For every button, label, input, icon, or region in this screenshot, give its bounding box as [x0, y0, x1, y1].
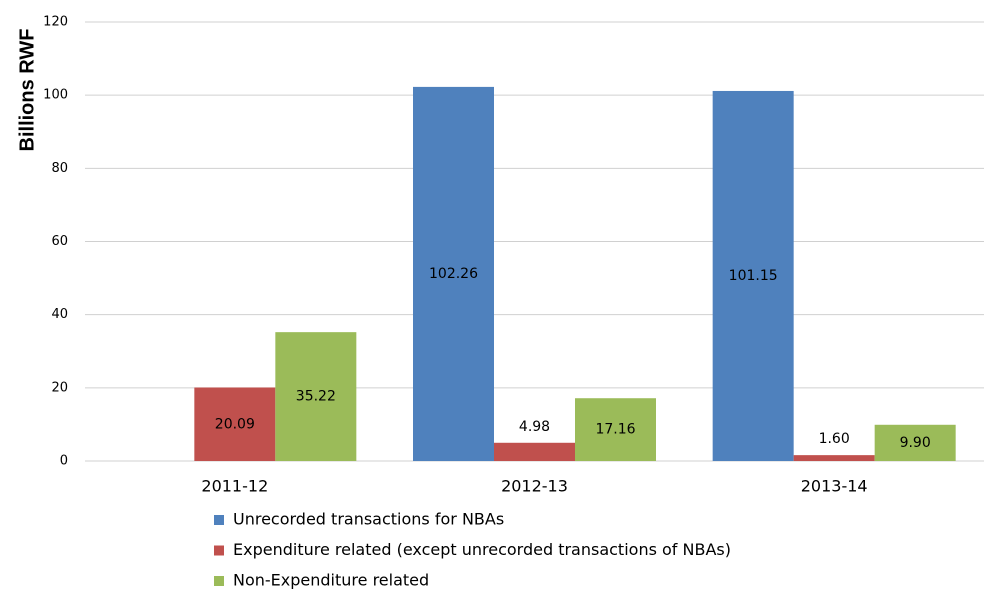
data-label: 9.90: [900, 435, 931, 451]
bar: [575, 398, 656, 461]
data-label: 101.15: [729, 268, 778, 284]
data-label: 4.98: [519, 419, 550, 435]
bar: [194, 387, 276, 461]
bar: [413, 86, 494, 461]
legend-swatch: [214, 545, 224, 556]
legend-label: Non-Expenditure related: [233, 571, 429, 589]
y-axis-label: Billions RWF: [16, 29, 38, 152]
legend-swatch: [214, 515, 224, 525]
bar: [494, 442, 575, 461]
y-tick-label: 100: [43, 88, 68, 103]
data-label: 35.22: [296, 389, 336, 405]
y-tick-label: 80: [51, 161, 68, 176]
y-tick-label: 120: [43, 15, 68, 30]
bar: [275, 332, 357, 461]
y-tick-label: 0: [60, 454, 68, 469]
bar: [712, 90, 794, 461]
data-label: 102.26: [429, 266, 478, 282]
x-tick-label: 2011-12: [201, 477, 268, 496]
x-tick-label: 2013-14: [801, 477, 868, 496]
y-tick-label: 60: [51, 234, 68, 249]
data-label: 1.60: [819, 431, 850, 447]
bar: [793, 455, 875, 461]
y-tick-label: 40: [51, 307, 68, 322]
legend-swatch: [214, 576, 224, 586]
bar: [874, 424, 956, 461]
legend-label: Unrecorded transactions for NBAs: [233, 510, 504, 529]
x-tick-label: 2012-13: [501, 477, 568, 496]
y-tick-label: 20: [51, 380, 68, 395]
data-label: 17.16: [595, 422, 635, 438]
legend-label: Expenditure related (except unrecorded t…: [233, 540, 731, 559]
data-label: 20.09: [215, 416, 255, 432]
